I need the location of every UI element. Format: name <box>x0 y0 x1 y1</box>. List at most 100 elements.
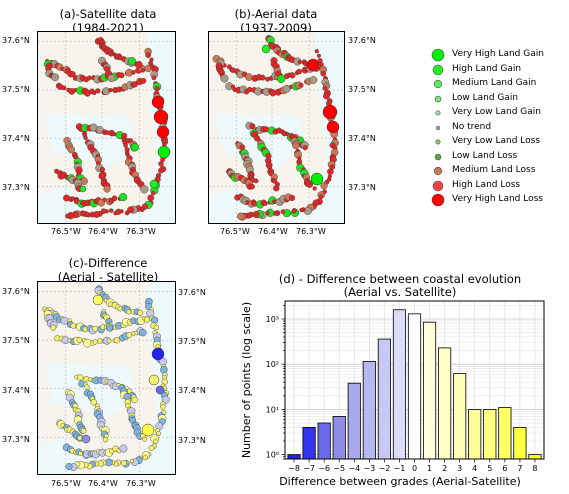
map-c-lat-tick-right: 37.6°N <box>178 288 206 297</box>
legend-label: High Land Gain <box>452 63 522 74</box>
map-c-title-line1: (c)-Difference <box>68 256 148 270</box>
map-b-lon-tick: 76.3°W <box>296 227 326 236</box>
bar-chart-xtick-label: 7 <box>517 464 522 473</box>
bar-chart-xtick-label: 8 <box>532 464 537 473</box>
bar-chart-xtick-label: 5 <box>487 464 492 473</box>
bar <box>362 361 376 460</box>
map-b-lat-tick: 37.4°N <box>348 134 376 143</box>
bar-chart-ytick-label: 10³ <box>266 315 279 324</box>
map-c-lat-tick: 37.5°N <box>2 336 30 345</box>
map-a-lon-tick: 76.5°W <box>51 227 81 236</box>
legend-label: Very Low Land Loss <box>452 136 541 146</box>
legend-label: High Land Loss <box>452 179 521 190</box>
legend-marker-icon <box>428 135 448 149</box>
bar <box>347 382 361 460</box>
map-c-lon-tick: 76.4°W <box>88 479 118 488</box>
bar-chart-xtick-label: 0 <box>412 464 417 473</box>
bar-chart-xtick-label: −7 <box>303 464 315 473</box>
legend-marker-icon <box>428 48 448 62</box>
bar-chart-ytick-label: 10⁰ <box>266 451 279 460</box>
map-c <box>37 281 176 475</box>
map-c-lat-tick: 37.3°N <box>2 435 30 444</box>
map-c-lat-tick-right: 37.4°N <box>178 386 206 395</box>
map-c-lon-tick: 76.5°W <box>51 479 81 488</box>
bar <box>407 313 422 460</box>
map-b <box>208 31 345 224</box>
bar-chart-xtick-label: −8 <box>288 464 300 473</box>
bar <box>483 409 497 460</box>
legend-label: Medium Land Gain <box>452 78 537 88</box>
legend-marker-icon <box>428 106 448 120</box>
legend-marker-icon <box>428 63 448 77</box>
bar <box>468 409 482 460</box>
map-b-canvas <box>209 32 344 223</box>
map-a-lat-tick: 37.5°N <box>2 85 30 94</box>
bar <box>317 422 331 460</box>
bar-chart-ytick-label: 10¹ <box>266 405 279 414</box>
bar-chart-xtick-label: −6 <box>318 464 330 473</box>
bar-chart-ylabel: Number of points (log scale) <box>240 302 253 458</box>
map-c-title-line2: (Aerial - Satellite) <box>57 270 159 284</box>
legend-label: Low Land Gain <box>452 92 519 103</box>
map-c-lon-tick: 76.3°W <box>126 479 156 488</box>
map-c-lat-tick: 37.4°N <box>2 386 30 395</box>
bar-chart-xlabel: Difference between grades (Aerial-Satell… <box>279 475 521 488</box>
bar <box>528 454 542 460</box>
bar-chart-subtitle: (Aerial vs. Satellite) <box>344 285 457 299</box>
bar-chart-xtick-label: −4 <box>348 464 360 473</box>
bar-chart-xtick-label: −3 <box>363 464 375 473</box>
map-c-title: (c)-Difference (Aerial - Satellite) <box>28 256 188 284</box>
map-a-lon-tick: 76.3°W <box>126 227 156 236</box>
map-b-lat-tick: 37.5°N <box>348 85 376 94</box>
map-a-lon-tick: 76.4°W <box>88 227 118 236</box>
map-b-lon-tick: 76.4°W <box>258 227 288 236</box>
bar-chart-xtick-label: 4 <box>472 464 477 473</box>
map-a-lat-tick: 37.3°N <box>2 183 30 192</box>
bar <box>453 373 467 460</box>
legend-marker-icon <box>428 164 448 178</box>
bar-chart-xtick-label: −5 <box>333 464 345 473</box>
legend-label: No trend <box>452 121 492 132</box>
bar <box>422 321 437 460</box>
bar <box>377 338 391 460</box>
map-a-title-line1: (a)-Satellite data <box>59 7 157 21</box>
legend-marker-icon <box>428 150 448 164</box>
legend-label: Medium Land Loss <box>452 165 536 175</box>
bar-chart-frame <box>284 300 545 460</box>
bar <box>513 426 527 460</box>
bar-chart-xtick-label: −1 <box>394 464 406 473</box>
legend-label: Very High Land Gain <box>452 49 544 59</box>
bar-chart-xtick-label: 3 <box>457 464 462 473</box>
bar-chart-xtick-label: 6 <box>502 464 507 473</box>
bar-chart-ytick-label: 10² <box>266 360 279 369</box>
map-b-lat-tick: 37.6°N <box>348 36 376 45</box>
bar-chart-title: (d) - Difference between coastal evoluti… <box>279 272 521 286</box>
legend-marker-icon <box>428 121 448 135</box>
legend-label: Low Land Loss <box>452 150 518 161</box>
legend-marker-icon <box>428 179 448 193</box>
legend-marker-icon <box>428 193 448 207</box>
bar <box>332 416 346 460</box>
map-c-canvas <box>38 282 175 474</box>
bar <box>287 454 301 460</box>
map-c-lat-tick-right: 37.3°N <box>178 436 206 445</box>
legend-marker-icon <box>428 92 448 106</box>
bar-chart-xtick-label: 1 <box>427 464 432 473</box>
legend-marker-icon <box>428 77 448 91</box>
map-c-lat-tick-right: 37.5°N <box>178 337 206 346</box>
map-a <box>37 31 176 224</box>
map-b-lon-tick: 76.5°W <box>220 227 250 236</box>
legend-label: Very Low Land Gain <box>452 107 541 117</box>
map-a-lat-tick: 37.4°N <box>2 134 30 143</box>
bar <box>498 407 512 460</box>
map-b-lat-tick: 37.3°N <box>348 183 376 192</box>
bar <box>392 309 407 460</box>
map-a-lat-tick: 37.6°N <box>2 36 30 45</box>
bar-chart-xtick-label: 2 <box>442 464 447 473</box>
map-c-lat-tick: 37.6°N <box>2 287 30 296</box>
bar <box>438 347 452 460</box>
map-a-canvas <box>38 32 175 223</box>
legend-label: Very High Land Loss <box>452 194 543 204</box>
bar <box>302 426 316 460</box>
map-b-title-line1: (b)-Aerial data <box>234 7 318 21</box>
